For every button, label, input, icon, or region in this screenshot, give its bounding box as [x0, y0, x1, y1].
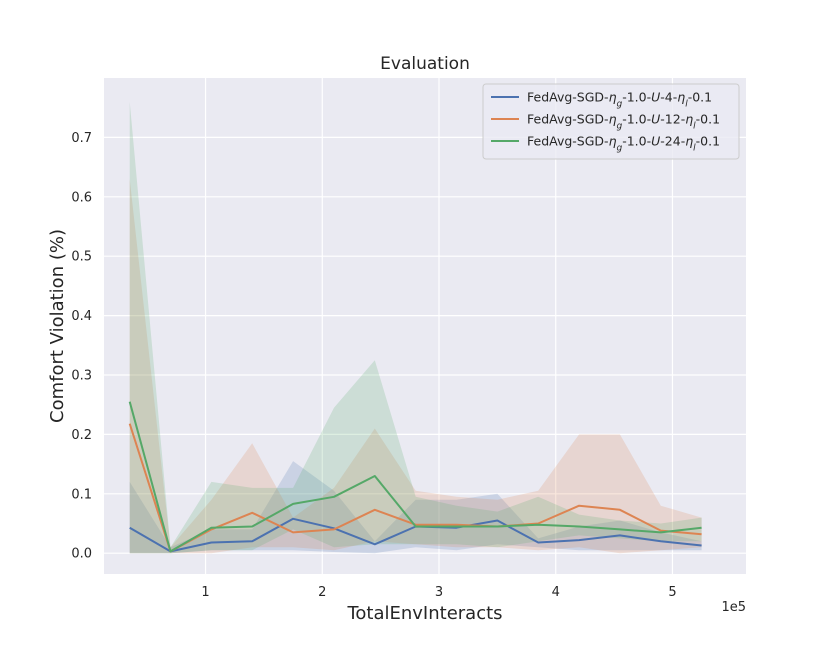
legend-label-part: η: [685, 112, 693, 127]
x-axis-label: TotalEnvInteracts: [346, 603, 502, 624]
legend-label-part: η: [609, 112, 617, 127]
chart-title: Evaluation: [380, 54, 470, 74]
x-tick-labels: 1 2 3 4 5: [201, 585, 676, 600]
legend-label-part: -0.1: [688, 90, 712, 105]
legend-label-part: l: [685, 100, 688, 110]
legend-label-part: -0.1: [696, 134, 720, 149]
y-tick-label: 0.2: [71, 428, 92, 443]
legend-label-part: η: [677, 90, 685, 105]
legend-label-part: g: [617, 144, 623, 154]
series-3-line: [128, 401, 702, 553]
series-2-line: [128, 423, 702, 553]
legend-label-part: -1.0-: [622, 112, 651, 127]
legend-label-part: FedAvg-SGD-: [527, 90, 609, 105]
y-tick-label: 0.0: [71, 547, 92, 562]
x-tick-label: 4: [552, 585, 560, 600]
legend-label-part: -12-: [660, 112, 685, 127]
x-tick-label: 3: [435, 585, 443, 600]
x-tick-label: 2: [318, 585, 326, 600]
legend-label-part: -24-: [660, 134, 685, 149]
legend-label-part: g: [617, 100, 623, 110]
legend-label-part: l: [693, 122, 696, 132]
legend-label-part: -0.1: [696, 112, 720, 127]
legend-label: FedAvg-SGD-ηg-1.0-U-4-ηl-0.1: [527, 90, 712, 110]
legend-box: [482, 83, 740, 160]
y-tick-label: 0.5: [71, 250, 92, 265]
legend-label-part: η: [609, 90, 617, 105]
plot-background: [104, 78, 746, 574]
legend-label: FedAvg-SGD-ηg-1.0-U-24-ηl-0.1: [527, 134, 720, 154]
y-axis-label: Comfort Violation (%): [47, 229, 68, 423]
y-tick-label: 0.3: [71, 369, 92, 384]
legend-label-part: -1.0-: [622, 90, 651, 105]
x-tick-label: 1: [201, 585, 209, 600]
y-tick-label: 0.7: [71, 131, 92, 146]
legend-label-part: FedAvg-SGD-: [527, 112, 609, 127]
legend-label-part: g: [617, 122, 623, 132]
legend-label-part: -4-: [660, 90, 677, 105]
x-offset-label: 1e5: [721, 600, 746, 615]
legend-label-part: η: [685, 134, 693, 149]
series-2-band: [129, 179, 702, 554]
legend: FedAvg-SGD-ηg-1.0-U-4-ηl-0.1FedAvg-SGD-η…: [482, 83, 740, 160]
y-tick-label: 0.6: [71, 190, 92, 205]
x-tick-label: 5: [668, 585, 676, 600]
legend-label-part: U: [651, 134, 660, 149]
legend-label-part: η: [609, 134, 617, 149]
grid: [104, 78, 746, 574]
series-lines: [128, 401, 702, 553]
legend-label-part: U: [651, 90, 660, 105]
y-tick-label: 0.1: [71, 487, 92, 502]
y-tick-labels: 0.0 0.1 0.2 0.3 0.4 0.5 0.6 0.7: [71, 131, 92, 562]
legend-label-part: FedAvg-SGD-: [527, 134, 609, 149]
legend-label: FedAvg-SGD-ηg-1.0-U-12-ηl-0.1: [527, 112, 720, 132]
y-tick-label: 0.4: [71, 309, 92, 324]
legend-label-part: -1.0-: [622, 134, 651, 149]
legend-label-part: l: [693, 144, 696, 154]
legend-label-part: U: [651, 112, 660, 127]
